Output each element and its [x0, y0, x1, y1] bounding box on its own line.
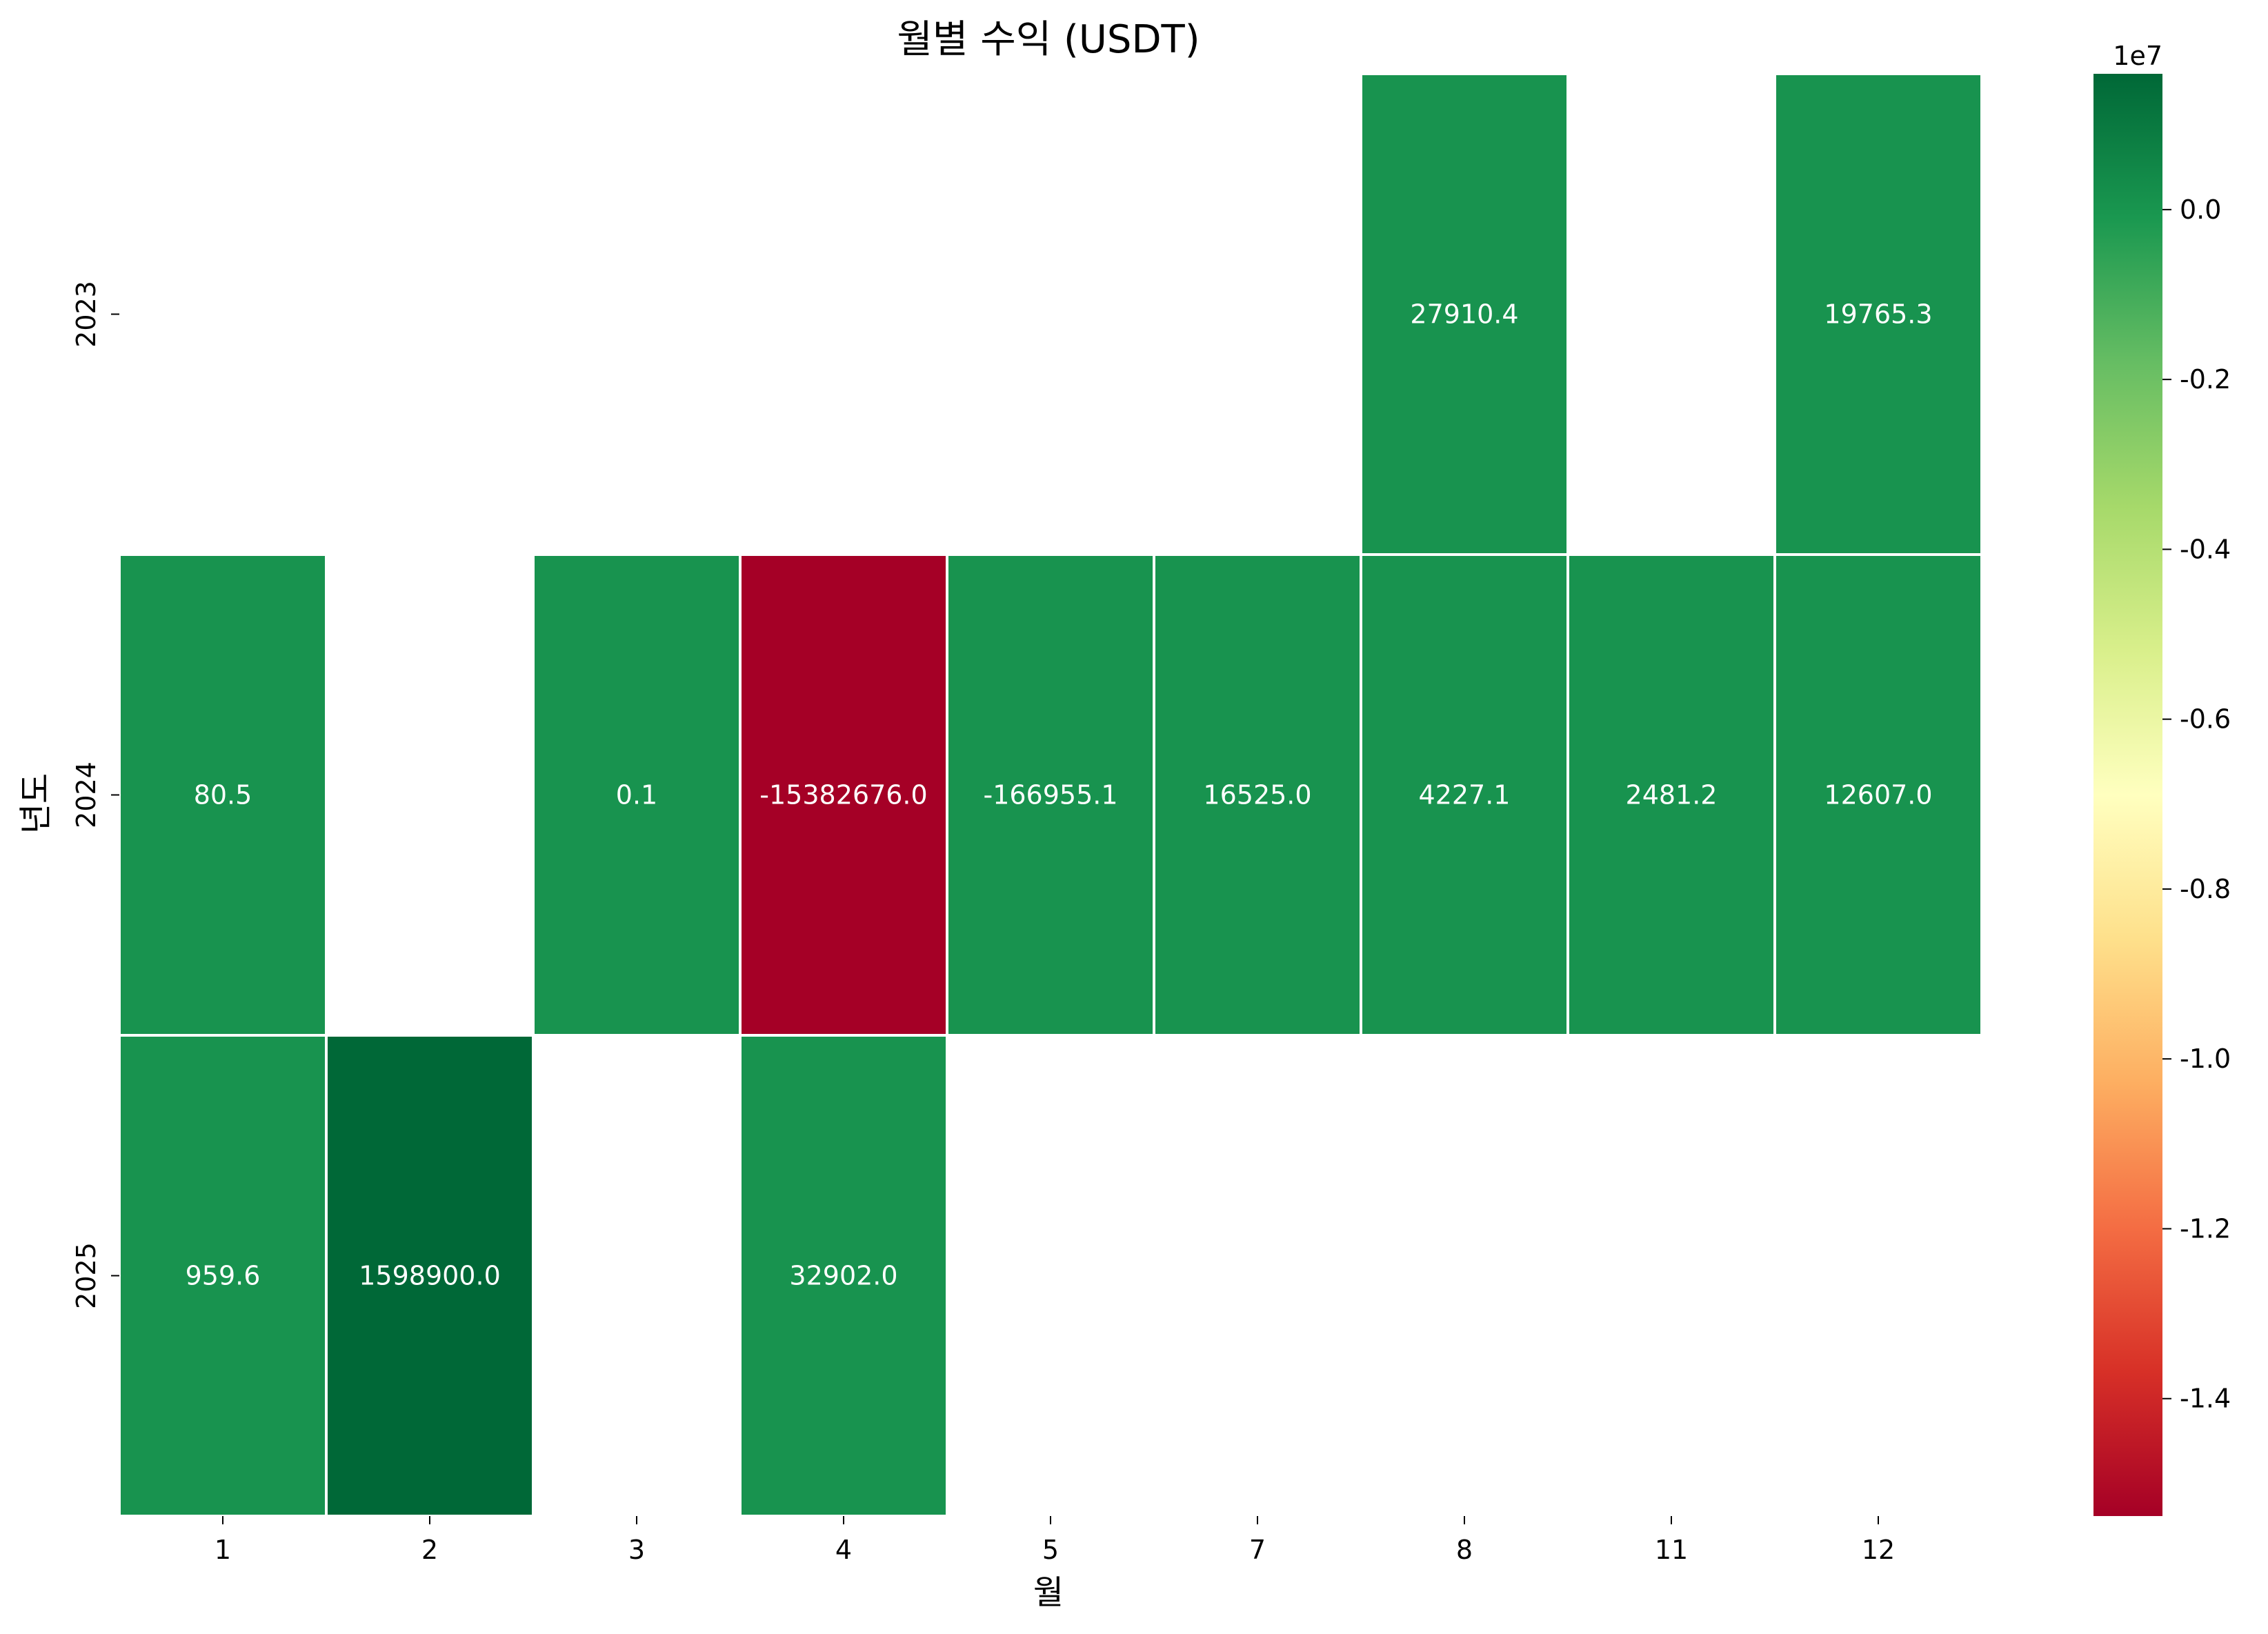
y-axis-ticks: 2023 2024 2025	[71, 281, 119, 1309]
heatmap-cell	[1360, 553, 1569, 1037]
heatmap-cell-label: 4227.1	[1419, 780, 1511, 810]
heatmap-cell-label: 19765.3	[1824, 299, 1932, 330]
heatmap-cell	[739, 553, 948, 1037]
colorbar-tick-label: -0.2	[2180, 364, 2231, 395]
colorbar-tick-label: -0.8	[2180, 874, 2231, 904]
heatmap-cell-label: 1598900.0	[359, 1261, 501, 1291]
x-axis-label: 월	[1033, 1573, 1064, 1612]
colorbar-tick-label: 0.0	[2180, 195, 2221, 225]
heatmap-cell	[1153, 553, 1362, 1037]
heatmap-cell-label: 32902.0	[789, 1261, 897, 1291]
heatmap-cell-label: 0.1	[616, 780, 657, 810]
heatmap-cell	[1773, 72, 1983, 556]
x-tick-label: 2	[421, 1535, 438, 1565]
heatmap-cell-label: 12607.0	[1824, 780, 1932, 810]
colorbar-tick-label: -1.0	[2180, 1044, 2231, 1074]
x-tick-label: 3	[628, 1535, 645, 1565]
colorbar	[2093, 74, 2162, 1516]
heatmap-cell	[1566, 553, 1776, 1037]
heatmap-cell	[118, 553, 328, 1037]
x-tick-label: 12	[1862, 1535, 1895, 1565]
heatmap-cell-label: -166955.1	[983, 780, 1117, 810]
colorbar-tick-label: -0.4	[2180, 534, 2231, 564]
y-axis-label: 년도	[17, 773, 55, 834]
x-tick-label: 7	[1249, 1535, 1266, 1565]
heatmap-cell	[532, 553, 742, 1037]
x-axis-ticks: 1 2 3 4 5 7 8 11 12	[215, 1516, 1895, 1565]
heatmap-cell-label: 959.6	[186, 1261, 261, 1291]
heatmap-cell-label: 16525.0	[1203, 780, 1311, 810]
colorbar-ticks: 0.0 -0.2 -0.4 -0.6 -0.8 -1.0 -1.2 -1.4	[2162, 195, 2231, 1414]
heatmap-cell-label: 2481.2	[1626, 780, 1718, 810]
y-tick-label: 2024	[71, 761, 101, 828]
heatmap-cell	[739, 1034, 948, 1517]
heatmap-cell	[946, 553, 1155, 1037]
x-tick-label: 8	[1456, 1535, 1473, 1565]
heatmap-cell	[1360, 72, 1569, 556]
x-tick-label: 11	[1655, 1535, 1688, 1565]
heatmap-cell	[325, 1034, 535, 1517]
colorbar-tick-label: -1.2	[2180, 1213, 2231, 1244]
heatmap-cell-label: 27910.4	[1410, 299, 1518, 330]
heatmap-cell-label: -15382676.0	[759, 780, 927, 810]
colorbar-tick-label: -1.4	[2180, 1384, 2231, 1414]
heatmap-cells	[118, 72, 1983, 1517]
heatmap-cell	[1773, 553, 1983, 1037]
heatmap-cell-labels: 27910.4 19765.3 80.5 0.1 -15382676.0 -166955.…	[186, 299, 1933, 1291]
y-tick-label: 2025	[71, 1242, 101, 1309]
x-tick-label: 4	[835, 1535, 852, 1565]
x-tick-label: 1	[215, 1535, 231, 1565]
colorbar-multiplier: 1e7	[2113, 41, 2162, 71]
x-tick-label: 5	[1042, 1535, 1059, 1565]
heatmap-cell-label: 80.5	[194, 780, 252, 810]
y-tick-label: 2023	[71, 281, 101, 348]
chart-title: 월별 수익 (USDT)	[897, 17, 1200, 62]
colorbar-tick-label: -0.6	[2180, 704, 2231, 735]
